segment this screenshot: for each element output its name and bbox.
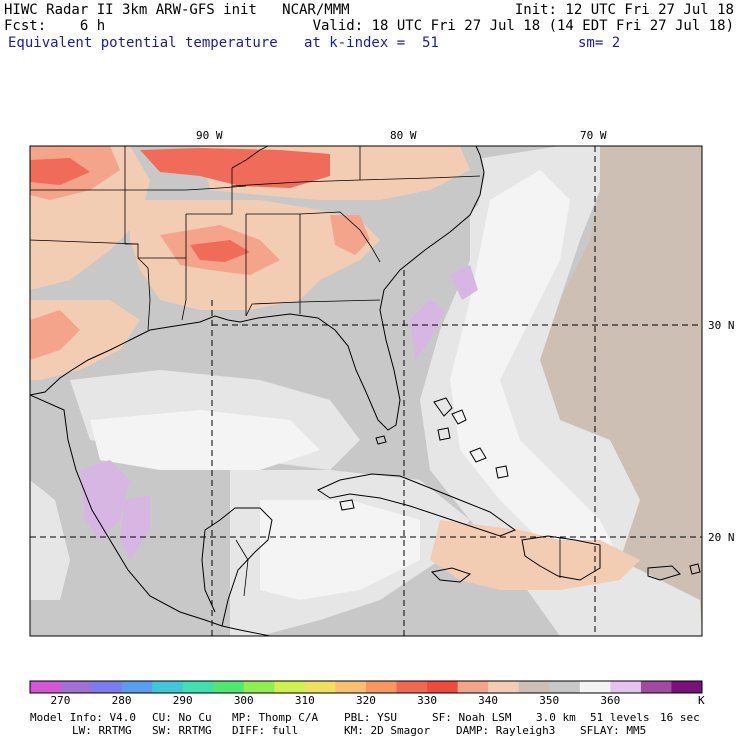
footer-timestep: 16 sec xyxy=(660,711,700,724)
footer-surface-layer: SFLAY: MM5 xyxy=(580,724,647,737)
colorbar-tick-label: 330 xyxy=(417,694,437,707)
lat-label-20n: 20 N xyxy=(708,531,735,544)
field-red-central xyxy=(190,240,250,262)
colorbar-tick-label: 280 xyxy=(111,694,132,707)
footer-shortwave: SW: RRTMG xyxy=(152,724,212,737)
header-title: HIWC Radar II 3km ARW-GFS init NCAR/MMM xyxy=(4,2,350,18)
footer-longwave: LW: RRTMG xyxy=(72,724,132,737)
colorbar-swatch xyxy=(549,681,581,693)
field-red-nw xyxy=(30,158,90,185)
colorbar-swatch xyxy=(610,681,642,693)
colorbar-swatch xyxy=(152,681,184,693)
colorbar-swatch xyxy=(457,681,489,693)
colorbar-swatch xyxy=(182,681,214,693)
colorbar-swatch xyxy=(518,681,550,693)
header-forecast-hour: Fcst: 6 h xyxy=(4,18,106,34)
colorbar-swatch xyxy=(488,681,520,693)
field-tan-east xyxy=(540,146,702,636)
colorbar-swatch xyxy=(366,681,397,693)
coastlines xyxy=(30,146,701,636)
colorbar-swatch xyxy=(121,681,153,693)
footer-model-version: Model Info: V4.0 xyxy=(30,711,136,724)
field-lavender-gulf-b xyxy=(120,495,150,560)
field-white-gulf xyxy=(90,410,320,470)
colorbar-swatch xyxy=(335,681,367,693)
field-lavender-atl-b xyxy=(450,265,478,300)
header-smoothing: sm= 2 xyxy=(578,35,621,51)
colorbar-swatch xyxy=(671,681,703,693)
colorbar-tick-label: 270 xyxy=(50,694,71,707)
header-field-name: Equivalent potential temperature xyxy=(8,35,278,51)
header-level: at k-index = 51 xyxy=(304,35,439,51)
lon-label-70w: 70 W xyxy=(580,129,607,142)
state-borders xyxy=(30,146,481,331)
colorbar-tick-label: 360 xyxy=(600,694,621,707)
footer-microphysics: MP: Thomp C/A xyxy=(232,711,319,724)
footer-pbl: PBL: YSU xyxy=(344,711,397,724)
colorbar-tick-label: 310 xyxy=(294,694,315,707)
colorbar-unit: K xyxy=(698,694,705,707)
footer-surface: SF: Noah LSM xyxy=(432,711,512,724)
field-red-north xyxy=(140,148,330,188)
colorbar xyxy=(29,680,703,694)
colorbar-swatch xyxy=(304,681,336,693)
field-lavender-atl-a xyxy=(410,300,445,360)
header-valid-time: Valid: 18 UTC Fri 27 Jul 18 (14 EDT Fri … xyxy=(312,18,734,34)
map-frame xyxy=(29,145,703,637)
colorbar-tick-label: 300 xyxy=(233,694,254,707)
field-lavender-gulf-a xyxy=(80,460,130,540)
colorbar-swatch xyxy=(640,681,672,693)
footer-cumulus: CU: No Cu xyxy=(152,711,212,724)
footer-damping: DAMP: Rayleigh3 xyxy=(456,724,556,737)
colorbar-frame xyxy=(29,680,703,694)
colorbar-swatch xyxy=(213,681,245,693)
lat-label-30n: 30 N xyxy=(708,319,735,332)
field-white-atlantic xyxy=(450,170,620,560)
latlon-grid xyxy=(30,146,702,636)
colorbar-swatch xyxy=(427,681,459,693)
colorbar-tick-label: 350 xyxy=(539,694,560,707)
colorbar-swatch xyxy=(243,681,275,693)
other-borders xyxy=(235,538,561,597)
footer-eddy-coef: KM: 2D Smagor xyxy=(344,724,431,737)
header-init-time: Init: 12 UTC Fri 27 Jul 18 xyxy=(514,2,734,18)
theta-e-field xyxy=(30,146,702,636)
colorbar-swatch xyxy=(274,681,306,693)
colorbar-swatch xyxy=(60,681,92,693)
colorbar-tick-label: 290 xyxy=(172,694,193,707)
colorbar-swatch xyxy=(91,681,123,693)
footer-levels: 51 levels xyxy=(590,711,650,724)
footer-resolution: 3.0 km xyxy=(536,711,576,724)
field-salmon-texas xyxy=(30,310,80,360)
colorbar-tick-label: 340 xyxy=(478,694,499,707)
colorbar-tick-label: 320 xyxy=(356,694,376,707)
field-salmon-carolina xyxy=(330,215,370,255)
colorbar-swatch xyxy=(579,681,611,693)
lon-label-90w: 90 W xyxy=(196,129,223,142)
field-white-caribbean xyxy=(260,500,420,600)
field-light-pacific xyxy=(30,480,70,600)
colorbar-swatch xyxy=(396,681,428,693)
footer-diffusion: DIFF: full xyxy=(232,724,299,737)
lon-label-80w: 80 W xyxy=(390,129,417,142)
colorbar-swatch xyxy=(30,681,61,693)
